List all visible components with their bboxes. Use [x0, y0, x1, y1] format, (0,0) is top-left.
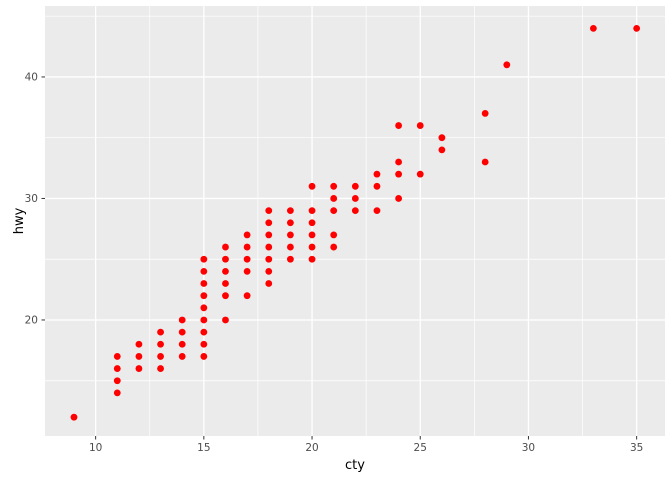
data-point: [222, 292, 229, 300]
y-axis-title: hwy: [11, 207, 27, 235]
data-point: [135, 365, 143, 372]
data-point: [351, 182, 359, 190]
x-tick-label: 25: [414, 442, 427, 454]
data-point: [265, 255, 273, 263]
data-point: [308, 207, 316, 215]
x-axis-title: cty: [345, 458, 365, 473]
data-point: [222, 243, 229, 251]
data-point: [200, 267, 208, 275]
data-point: [200, 328, 208, 336]
data-point: [222, 316, 229, 324]
data-point: [351, 195, 359, 202]
data-point: [265, 243, 273, 251]
data-point: [200, 304, 208, 312]
x-tick-label: 10: [89, 442, 102, 454]
data-point: [243, 243, 251, 251]
data-point: [287, 243, 294, 251]
x-tick-label: 30: [522, 442, 535, 454]
data-point: [113, 377, 121, 385]
data-point: [373, 170, 381, 178]
data-point: [395, 170, 403, 178]
data-point: [287, 255, 294, 263]
data-point: [308, 219, 316, 227]
data-point: [243, 231, 251, 239]
data-point: [416, 122, 424, 129]
data-point: [481, 158, 489, 166]
data-point: [178, 328, 186, 336]
data-point: [222, 255, 229, 263]
data-point: [135, 353, 143, 360]
data-point: [200, 316, 208, 324]
y-tick-label: 40: [25, 71, 38, 83]
data-point: [265, 280, 273, 287]
data-point: [373, 182, 381, 190]
data-point: [308, 243, 316, 251]
data-point: [330, 195, 338, 202]
data-point: [503, 61, 511, 69]
data-point: [222, 267, 229, 275]
data-point: [589, 24, 597, 32]
data-point: [416, 170, 424, 178]
data-point: [395, 122, 403, 129]
data-point: [308, 182, 316, 190]
data-point: [200, 255, 208, 263]
x-tick-label: 15: [197, 442, 210, 454]
data-point: [330, 243, 338, 251]
data-point: [373, 207, 381, 215]
data-point: [113, 389, 121, 397]
data-point: [308, 231, 316, 239]
data-point: [200, 292, 208, 300]
data-point: [70, 413, 78, 421]
data-point: [222, 280, 229, 287]
data-point: [157, 328, 164, 336]
data-point: [113, 365, 121, 372]
data-point: [157, 365, 164, 372]
data-point: [178, 353, 186, 360]
data-point: [265, 231, 273, 239]
data-point: [200, 340, 208, 348]
plot-panel: [45, 6, 665, 436]
data-point: [395, 158, 403, 166]
data-point: [330, 182, 338, 190]
data-point: [330, 231, 338, 239]
data-point: [287, 219, 294, 227]
data-point: [200, 353, 208, 360]
data-point: [243, 267, 251, 275]
data-point: [438, 134, 446, 142]
data-point: [243, 292, 251, 300]
data-point: [633, 24, 641, 32]
data-point: [438, 146, 446, 154]
y-tick-label: 20: [25, 314, 38, 326]
data-point: [265, 219, 273, 227]
data-point: [351, 207, 359, 215]
data-point: [135, 340, 143, 348]
data-point: [243, 255, 251, 263]
data-point: [287, 207, 294, 215]
data-point: [157, 353, 164, 360]
data-point: [200, 280, 208, 287]
data-point: [395, 195, 403, 202]
x-tick-label: 20: [305, 442, 318, 454]
x-tick-label: 35: [630, 442, 643, 454]
data-point: [265, 267, 273, 275]
data-point: [330, 207, 338, 215]
data-point: [113, 353, 121, 360]
data-point: [178, 340, 186, 348]
y-tick-label: 30: [25, 193, 38, 205]
data-point: [308, 255, 316, 263]
data-point: [287, 231, 294, 239]
data-point: [178, 316, 186, 324]
data-point: [481, 110, 489, 117]
data-point: [265, 207, 273, 215]
data-point: [157, 340, 164, 348]
